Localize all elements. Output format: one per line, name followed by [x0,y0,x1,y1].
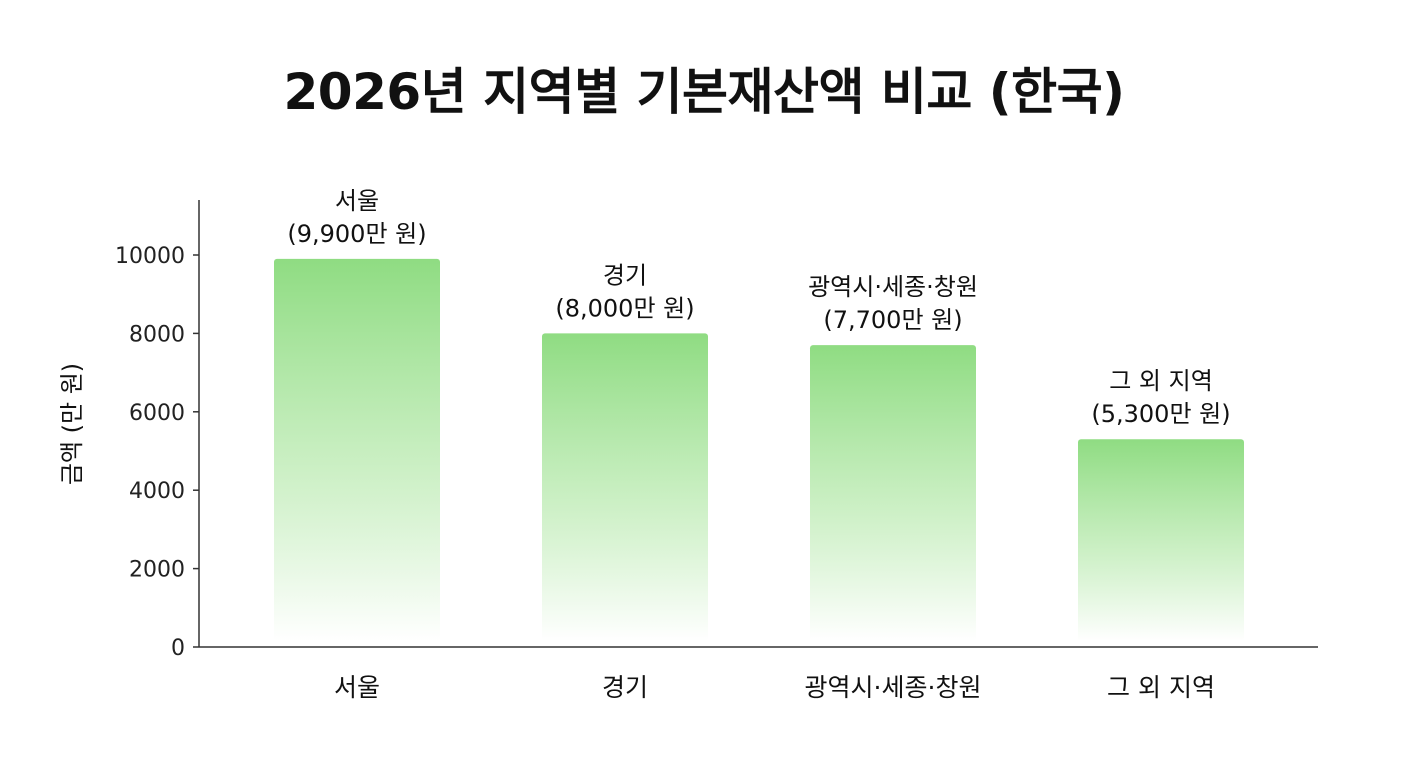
data-label-name: 광역시·세종·창원 [808,273,978,301]
x-tick-label: 그 외 지역 [1107,673,1215,702]
data-label-name: 서울 [335,187,379,215]
bar [1078,439,1244,641]
data-label-value: (7,700만 원) [823,306,962,334]
y-tick-label: 10000 [115,244,185,269]
y-tick-label: 8000 [129,322,185,347]
data-label-value: (5,300만 원) [1091,400,1230,428]
data-label-value: (8,000만 원) [555,294,694,322]
x-tick-label: 경기 [602,673,648,702]
data-label-name: 그 외 지역 [1109,367,1213,395]
y-tick-label: 4000 [129,479,185,504]
x-tick-label: 광역시·세종·창원 [805,673,982,702]
y-tick-label: 2000 [129,558,185,583]
x-tick-label: 서울 [334,673,380,702]
chart-title: 2026년 지역별 기본재산액 비교 (한국) [283,63,1126,121]
y-axis-title: 금액 (만 원) [58,363,86,485]
y-tick-label: 6000 [129,401,185,426]
data-label-value: (9,900만 원) [287,220,426,248]
bar [274,258,440,641]
bar [542,333,708,641]
y-tick-label: 0 [171,636,185,661]
data-label-name: 경기 [603,261,647,289]
bar [810,345,976,641]
